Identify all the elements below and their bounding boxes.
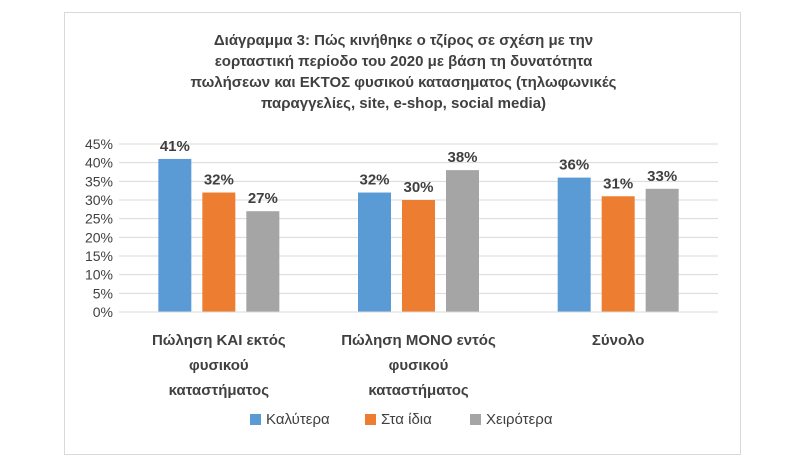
data-label: 33% — [647, 168, 677, 185]
y-tick-label: 35% — [85, 173, 113, 189]
legend-swatch — [250, 414, 261, 425]
legend-swatch — [470, 414, 481, 425]
x-category-label: καταστήματος — [169, 382, 270, 399]
data-label: 41% — [160, 138, 190, 155]
legend-label: Καλύτερα — [266, 411, 330, 428]
data-label: 38% — [447, 149, 477, 166]
chart-title-line: πωλήσεων και ΕΚΤΟΣ φυσικού κατασηματος (… — [190, 74, 617, 91]
y-tick-label: 30% — [85, 192, 113, 208]
data-label: 36% — [559, 157, 589, 174]
x-category-label: Πώληση ΜΟΝΟ εντός — [341, 332, 496, 349]
y-tick-label: 10% — [85, 267, 113, 283]
bar — [645, 188, 679, 312]
bar — [358, 192, 391, 312]
x-category-label: φυσικού — [389, 357, 449, 374]
x-category-label: Σύνολο — [592, 332, 645, 349]
data-label: 27% — [248, 190, 278, 207]
y-tick-label: 15% — [85, 248, 113, 264]
chart-plot: 0% 5% 10% 15% 20% 25% 30% 35% 40% 45% 41% 32% 36% 32%… — [85, 136, 718, 428]
y-tick-label: 25% — [85, 211, 113, 227]
y-tick-label: 45% — [85, 136, 113, 152]
data-label: 32% — [359, 172, 389, 189]
chart-frame: Διάγραμμα 3: Πώς κινήθηκε ο τζίρος σε σχ… — [64, 12, 741, 455]
chart-title-line: παραγγελίες, site, e-shop, social media) — [260, 95, 547, 112]
y-tick-label: 5% — [93, 285, 113, 301]
bar — [601, 196, 635, 312]
bar — [158, 158, 192, 312]
legend-label: Χειρότερα — [486, 411, 553, 428]
y-tick-label: 20% — [85, 229, 113, 245]
chart-title: Διάγραμμα 3: Πώς κινήθηκε ο τζίρος σε σχ… — [65, 30, 742, 114]
y-tick-label: 0% — [93, 304, 113, 320]
chart-title-line: εορταστική περίοδο του 2020 με βάση τη δ… — [214, 53, 593, 70]
chart-title-line: Διάγραμμα 3: Πώς κινήθηκε ο τζίρος σε σχ… — [213, 32, 594, 49]
y-tick-label: 40% — [85, 155, 113, 171]
data-label: 32% — [204, 172, 234, 189]
data-label: 31% — [603, 175, 633, 192]
bar — [246, 211, 280, 312]
bar — [402, 200, 435, 312]
bar — [446, 170, 479, 312]
bar — [202, 192, 236, 312]
x-category-label: καταστήματος — [368, 382, 469, 399]
x-category-label: φυσικού — [189, 357, 249, 374]
legend-swatch — [365, 414, 376, 425]
legend-label: Στα ίδια — [381, 411, 432, 428]
bar — [557, 177, 591, 312]
x-category-label: Πώληση ΚΑΙ εκτός — [152, 332, 286, 349]
data-label: 30% — [403, 179, 433, 196]
